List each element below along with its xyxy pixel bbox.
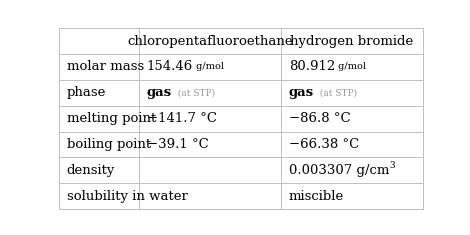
Text: miscible: miscible xyxy=(289,190,344,203)
Text: 3: 3 xyxy=(389,161,395,170)
Text: 154.46: 154.46 xyxy=(147,60,193,74)
Text: −39.1 °C: −39.1 °C xyxy=(147,138,209,151)
Text: 80.912: 80.912 xyxy=(289,60,335,74)
Text: gas: gas xyxy=(147,86,172,99)
Text: hydrogen bromide: hydrogen bromide xyxy=(290,35,414,48)
Text: −86.8 °C: −86.8 °C xyxy=(289,112,351,125)
Text: melting point: melting point xyxy=(67,112,156,125)
Text: molar mass: molar mass xyxy=(67,60,144,74)
Text: chloropentafluoroethane: chloropentafluoroethane xyxy=(127,35,293,48)
Text: g/mol: g/mol xyxy=(193,63,224,71)
Text: g/mol: g/mol xyxy=(335,63,366,71)
Text: −141.7 °C: −141.7 °C xyxy=(147,112,217,125)
Text: (at STP): (at STP) xyxy=(314,88,357,97)
Text: (at STP): (at STP) xyxy=(172,88,215,97)
Text: 0.003307 g/cm: 0.003307 g/cm xyxy=(289,164,389,177)
Text: gas: gas xyxy=(289,86,314,99)
Text: solubility in water: solubility in water xyxy=(67,190,188,203)
Text: phase: phase xyxy=(67,86,106,99)
Text: boiling point: boiling point xyxy=(67,138,151,151)
Text: −66.38 °C: −66.38 °C xyxy=(289,138,359,151)
Text: density: density xyxy=(67,164,115,177)
